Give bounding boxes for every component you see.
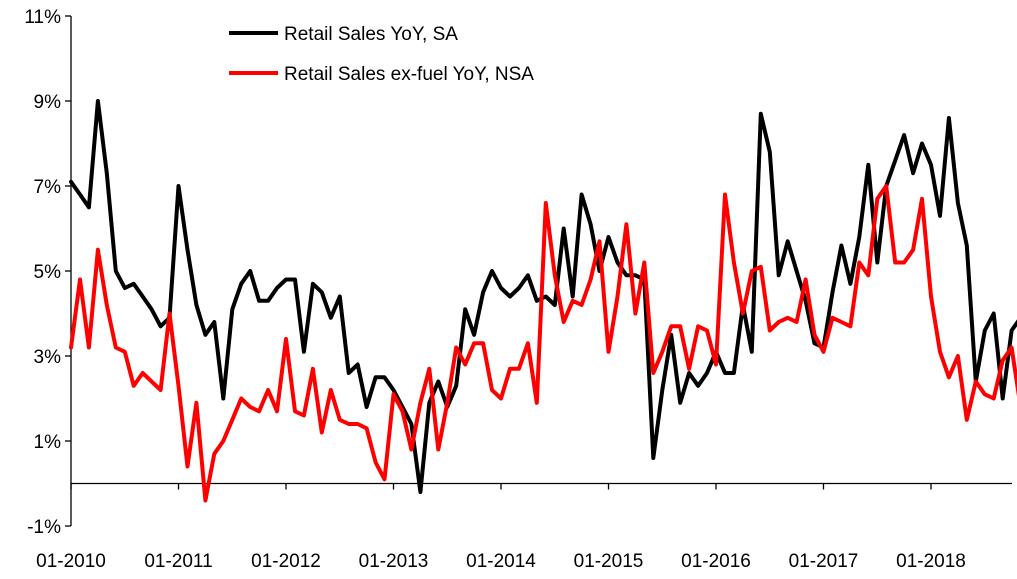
x-tick-label: 01-2014 [466, 551, 536, 572]
x-tick-label: 01-2013 [359, 551, 429, 572]
y-tick-label: 1% [34, 432, 62, 453]
series-line-retail-sales-ex-fuel-nsa [69, 184, 1017, 503]
y-tick-label: 5% [34, 262, 62, 283]
y-tick-label: 11% [24, 7, 61, 28]
y-tick-label: 9% [34, 92, 62, 113]
x-tick-label: 01-2010 [36, 551, 106, 572]
y-tick-label: 7% [34, 177, 62, 198]
x-tick-label: 01-2011 [144, 551, 212, 572]
y-tick-label: -1% [27, 517, 61, 538]
legend-label-retail-sales-ex-fuel-nsa: Retail Sales ex-fuel YoY, NSA [284, 64, 534, 85]
series-line-retail-sales-sa [69, 99, 1017, 494]
x-tick-label: 01-2012 [251, 551, 321, 572]
series-lines [69, 99, 1017, 503]
legend: Retail Sales YoY, SA Retail Sales ex-fuel… [229, 24, 534, 85]
legend-label-retail-sales-sa: Retail Sales YoY, SA [284, 24, 458, 45]
x-tick-label: 01-2018 [896, 551, 966, 572]
axes: -1% 1% 3% 5% 7% 9% 11% 01-2010 01-2011 01-2012 01-… [24, 7, 1012, 572]
x-tick-label: 01-2015 [574, 551, 644, 572]
x-tick-label: 01-2016 [681, 551, 751, 572]
x-tick-label: 01-2017 [789, 551, 859, 572]
y-tick-label: 3% [34, 347, 62, 368]
